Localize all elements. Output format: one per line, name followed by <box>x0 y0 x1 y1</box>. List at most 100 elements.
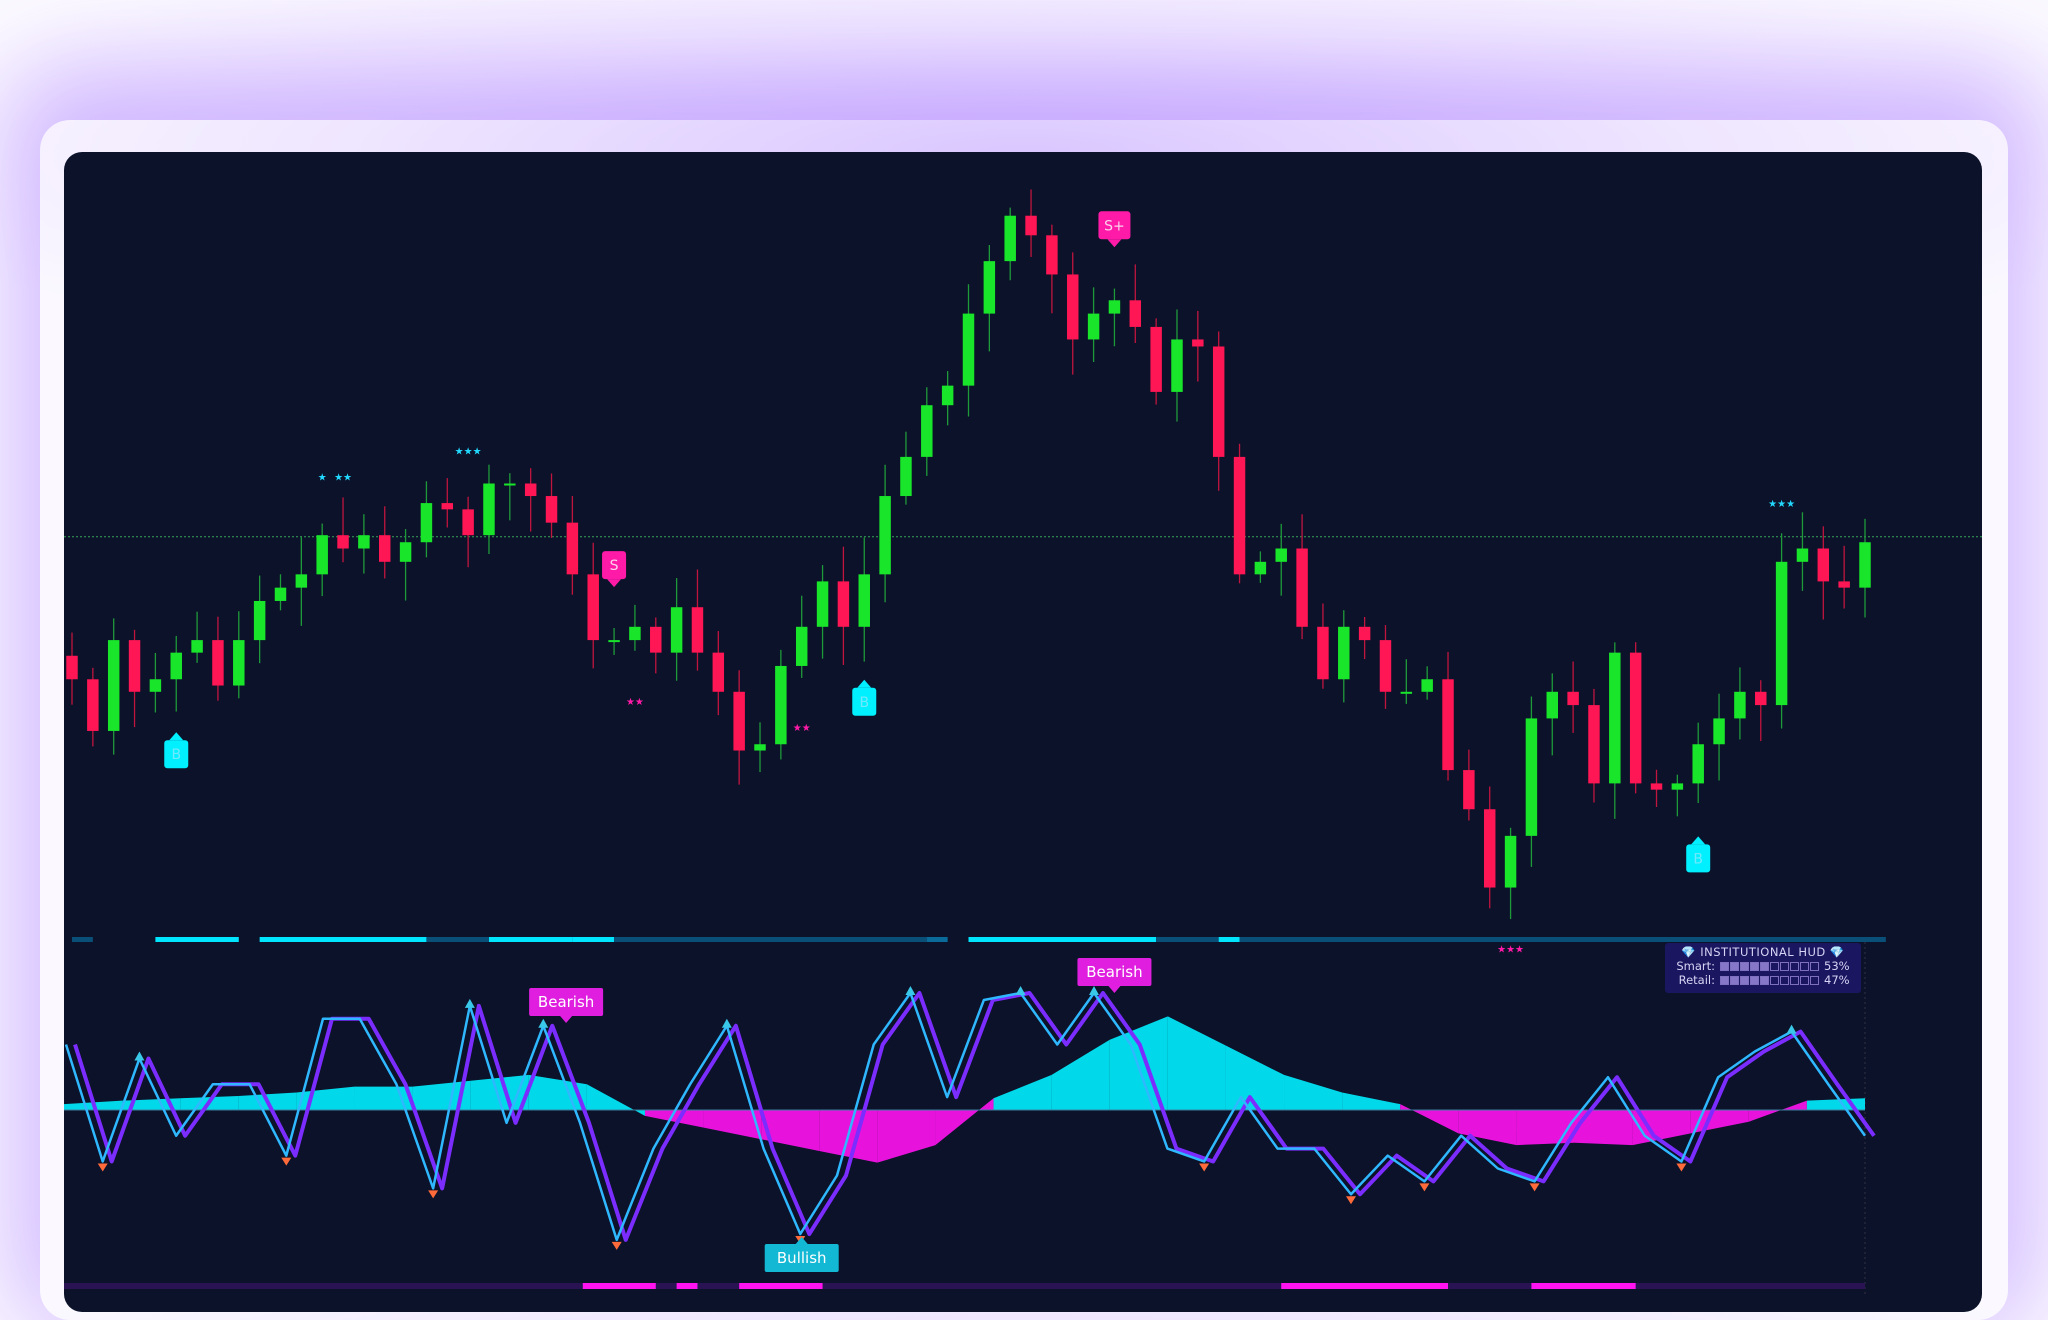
candle <box>1734 667 1746 740</box>
candle-body <box>1338 626 1350 680</box>
meter-cell <box>1770 961 1779 971</box>
hud-smart-value: 53% <box>1824 959 1850 973</box>
signal-label-text: B <box>171 747 181 763</box>
candle <box>1609 642 1621 819</box>
divergence-bar-segment <box>582 1283 656 1289</box>
candle <box>1463 749 1475 821</box>
candle <box>650 617 662 674</box>
histogram-segment <box>1051 1039 1110 1110</box>
candle-body <box>1859 542 1871 588</box>
signal-label-pointer <box>1107 239 1122 248</box>
slow-line <box>73 991 1876 1242</box>
meter-cell <box>1730 975 1739 985</box>
candle-body <box>316 535 328 575</box>
candle-body <box>795 626 808 666</box>
candle <box>1442 651 1454 781</box>
candle-body <box>983 261 996 314</box>
histogram-segment <box>1574 1110 1633 1146</box>
candle <box>733 670 745 785</box>
candle-body <box>1171 339 1183 392</box>
divergence-bar-track <box>64 1283 1865 1289</box>
histogram-segment <box>644 1110 704 1128</box>
candle-body <box>1817 548 1830 582</box>
smart-meter <box>1720 961 1819 971</box>
histogram-segment <box>1400 1104 1459 1134</box>
candle-body <box>1421 679 1433 692</box>
divergence-label-pointer <box>795 1237 808 1244</box>
candle <box>1275 523 1287 596</box>
candle <box>795 595 808 678</box>
candle <box>316 523 328 597</box>
trend-bar-segment <box>614 937 927 942</box>
candle <box>504 473 516 521</box>
candle <box>712 631 725 716</box>
trend-bar-segment <box>1239 937 1886 942</box>
peak-marker <box>464 998 475 1008</box>
trough-marker <box>428 1190 439 1199</box>
candle <box>1838 545 1850 609</box>
candle-body <box>712 652 725 692</box>
candle <box>1421 666 1433 700</box>
signal-label-text: B <box>859 695 869 711</box>
histogram-segment <box>586 1084 645 1116</box>
trend-bar-segment <box>488 937 573 942</box>
divergence-label-box <box>764 1244 839 1272</box>
signal-label-box <box>1098 211 1131 240</box>
signal-label-text: B <box>1693 851 1703 867</box>
candle-body <box>1400 691 1413 694</box>
candle <box>524 468 537 532</box>
candle <box>462 496 474 568</box>
price-chart[interactable]: BSS+BB★ ★★★★★★★★★★★★★★★BearishBearishBull… <box>64 152 1982 1312</box>
meter-cell <box>1770 975 1779 985</box>
candle <box>1317 603 1329 689</box>
candle <box>295 537 308 626</box>
candle <box>1254 551 1267 583</box>
meter-cell <box>1790 961 1799 971</box>
hud-smart-label: Smart: <box>1676 959 1715 973</box>
candle-body <box>191 640 203 653</box>
candle-body <box>1546 691 1559 719</box>
divergence-label-text: Bearish <box>538 993 594 1011</box>
signal-label-text: S+ <box>1104 218 1125 234</box>
candle-body <box>962 313 975 386</box>
candle <box>566 495 579 595</box>
candle <box>1379 625 1392 709</box>
candle <box>1129 264 1142 344</box>
candle <box>66 632 78 705</box>
candle-body <box>295 574 308 588</box>
candle-body <box>1275 548 1287 562</box>
signal-label-pointer <box>169 732 184 741</box>
candle <box>1025 189 1037 257</box>
histogram-segment <box>412 1080 471 1110</box>
divergence-label-box <box>1077 958 1152 986</box>
trough-marker <box>611 1241 622 1250</box>
candle <box>1817 526 1830 620</box>
peak-marker <box>1786 1024 1797 1034</box>
candle-body <box>816 581 829 627</box>
candle <box>274 574 287 611</box>
candle <box>1067 252 1079 375</box>
candle <box>1755 680 1767 742</box>
hud-retail-value: 47% <box>1824 973 1850 987</box>
candle <box>629 604 641 651</box>
candle-body <box>1796 548 1809 562</box>
candle <box>1629 642 1642 794</box>
candle <box>1338 610 1350 703</box>
star-rating: ★★ <box>626 697 644 708</box>
peak-marker <box>1015 986 1026 995</box>
candle <box>1192 310 1204 382</box>
candle-body <box>837 581 850 627</box>
candle-body <box>1671 783 1684 790</box>
candle-body <box>128 640 141 692</box>
star-rating: ★★ <box>334 472 352 483</box>
signal-label: S <box>602 551 627 588</box>
candle <box>1546 673 1559 756</box>
candle <box>358 514 370 574</box>
candle-body <box>1358 626 1371 641</box>
retail-meter <box>1720 975 1819 985</box>
candle <box>191 611 203 663</box>
candle <box>941 371 954 426</box>
candle-body <box>233 640 245 686</box>
meter-cell <box>1750 961 1759 971</box>
candle <box>87 667 99 747</box>
